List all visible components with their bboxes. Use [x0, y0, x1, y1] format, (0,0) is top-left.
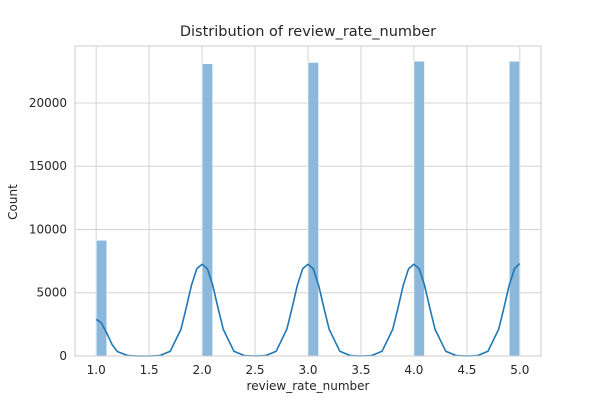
chart-title: Distribution of review_rate_number — [179, 24, 437, 40]
histogram-bar — [413, 60, 425, 357]
x-tick-label: 4.5 — [457, 363, 476, 377]
x-tick-label: 3.0 — [298, 363, 317, 377]
x-tick-label: 3.5 — [351, 363, 370, 377]
y-tick-label: 0 — [59, 349, 67, 363]
x-tick-label: 1.0 — [87, 363, 106, 377]
x-tick-label: 5.0 — [510, 363, 529, 377]
y-tick-label: 10000 — [29, 222, 67, 236]
histogram-bar — [95, 239, 108, 357]
x-tick-label: 1.5 — [140, 363, 159, 377]
x-axis-title: review_rate_number — [246, 379, 370, 393]
y-tick-label: 5000 — [36, 286, 67, 300]
kde-line — [95, 263, 521, 357]
histogram-bar — [201, 63, 213, 357]
y-tick-label: 15000 — [29, 159, 67, 173]
x-tick-label: 2.5 — [245, 363, 264, 377]
y-tick-label: 20000 — [29, 96, 67, 110]
histogram-bar — [307, 62, 319, 357]
axes-frame — [74, 45, 542, 357]
x-tick-label: 4.0 — [404, 363, 423, 377]
y-axis-title: Count — [6, 184, 20, 220]
x-tick-label: 2.0 — [193, 363, 212, 377]
histogram-bar — [508, 60, 521, 357]
